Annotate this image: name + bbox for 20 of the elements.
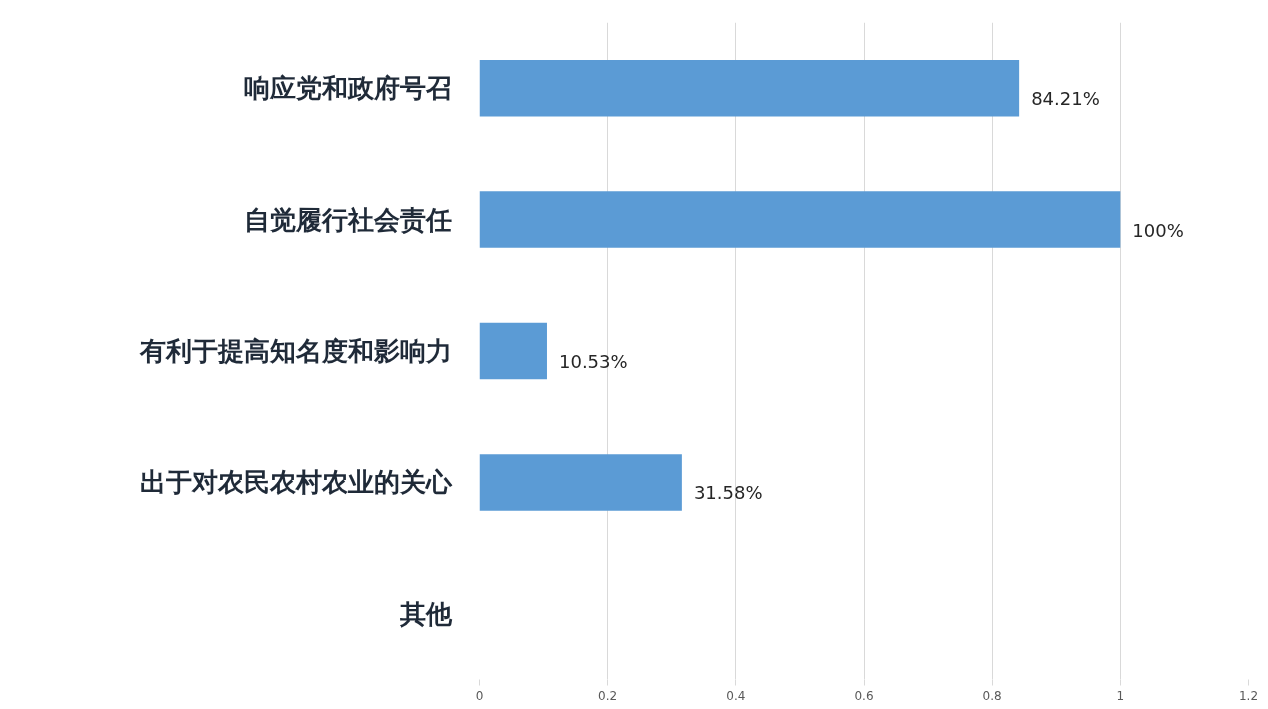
x-tick-label: 0.6	[854, 688, 874, 703]
data-label: 31.58%	[693, 482, 763, 504]
data-label: 100%	[1132, 219, 1184, 241]
data-label: 10.53%	[558, 351, 628, 372]
bar	[479, 59, 1020, 117]
x-tick-label: 0.2	[598, 688, 618, 703]
x-tick-label: 1.2	[1238, 688, 1259, 703]
y-tick-label: 有利于提高知名度和影响力	[138, 336, 452, 366]
x-tick-label: 0.4	[726, 688, 746, 703]
x-tick-label: 0.8	[982, 688, 1002, 703]
bar	[479, 322, 547, 380]
data-label: 84.21%	[1031, 88, 1100, 110]
y-tick-label: 响应党和政府号召	[243, 73, 452, 104]
x-tick-label: 1	[1116, 688, 1125, 703]
y-tick-label: 其他	[398, 598, 453, 629]
y-tick-label: 出于对农民农村农业的关心	[139, 467, 453, 498]
bar	[479, 191, 1121, 248]
y-tick-label: 自觉履行社会责任	[243, 204, 452, 235]
bar	[479, 454, 682, 511]
x-tick-label: 0	[475, 688, 484, 703]
